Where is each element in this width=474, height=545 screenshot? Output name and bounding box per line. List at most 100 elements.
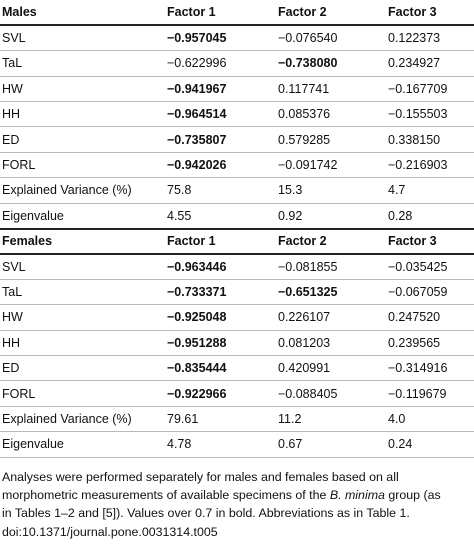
table-row: HW −0.941967 0.117741 −0.167709 — [0, 76, 474, 103]
table-cell: −0.941967 — [165, 76, 276, 103]
table-cell: 0.67 — [276, 431, 386, 458]
row-label: TaL — [0, 279, 165, 306]
table-cell: 4.78 — [165, 431, 276, 458]
row-label: HW — [0, 304, 165, 331]
table-row: Eigenvalue 4.78 0.67 0.24 — [0, 431, 474, 458]
table-cell: −0.951288 — [165, 330, 276, 356]
table-cell: −0.963446 — [165, 253, 276, 280]
table-cell: 0.24 — [386, 431, 474, 458]
table-cell: −0.035425 — [386, 253, 474, 280]
table-row: Explained Variance (%) 79.61 11.2 4.0 — [0, 406, 474, 433]
table-row: Eigenvalue 4.55 0.92 0.28 — [0, 203, 474, 230]
males-header-row: Males Factor 1 Factor 2 Factor 3 — [0, 0, 474, 27]
row-label: HH — [0, 101, 165, 128]
table-cell: −0.922966 — [165, 380, 276, 407]
table-row: HH −0.951288 0.081203 0.239565 — [0, 330, 474, 356]
row-label: FORL — [0, 152, 165, 179]
table-cell: −0.622996 — [165, 50, 276, 77]
table-cell: 4.0 — [386, 406, 474, 433]
factor-loadings-table: Males Factor 1 Factor 2 Factor 3 SVL −0.95704… — [0, 0, 474, 458]
row-label: Eigenvalue — [0, 203, 165, 230]
table-cell: 0.122373 — [386, 25, 474, 52]
table-cell: 75.8 — [165, 177, 276, 204]
row-label: SVL — [0, 25, 165, 52]
table-cell: −0.067059 — [386, 279, 474, 306]
table-row: HH −0.964514 0.085376 −0.155503 — [0, 101, 474, 128]
table-cell: −0.076540 — [276, 25, 386, 52]
row-label: Explained Variance (%) — [0, 406, 165, 433]
row-label: ED — [0, 126, 165, 153]
table-row: SVL −0.957045 −0.076540 0.122373 — [0, 25, 474, 52]
table-row: HW −0.925048 0.226107 0.247520 — [0, 304, 474, 331]
row-label: Explained Variance (%) — [0, 177, 165, 204]
table-cell: −0.942026 — [165, 152, 276, 179]
table-cell: 0.92 — [276, 203, 386, 230]
footnote-text: group (as — [384, 488, 441, 503]
table-cell: 0.085376 — [276, 101, 386, 128]
table-cell: −0.216903 — [386, 152, 474, 179]
table-cell: −0.733371 — [165, 279, 276, 306]
column-header: Factor 2 — [276, 227, 386, 255]
table-row: Explained Variance (%) 75.8 15.3 4.7 — [0, 177, 474, 204]
table-row: TaL −0.622996 −0.738080 0.234927 — [0, 50, 474, 77]
column-header: Factor 1 — [165, 227, 276, 255]
table-cell: 0.226107 — [276, 304, 386, 331]
row-label: Eigenvalue — [0, 431, 165, 458]
table-cell: 0.234927 — [386, 50, 474, 77]
table-row: ED −0.835444 0.420991 −0.314916 — [0, 355, 474, 382]
table-cell: −0.088405 — [276, 380, 386, 407]
footnote-line: Analyses were performed separately for m… — [2, 470, 399, 484]
footnote-species-name: B. minima — [329, 488, 385, 503]
table-row: FORL −0.922966 −0.088405 −0.119679 — [0, 380, 474, 407]
section-title: Females — [0, 227, 165, 255]
table-cell: −0.314916 — [386, 355, 474, 382]
table-cell: 15.3 — [276, 177, 386, 204]
footnote-line: in Tables 1–2 and [5]). Values over 0.7 … — [2, 506, 410, 521]
table-cell: −0.957045 — [165, 25, 276, 52]
table-cell: 11.2 — [276, 406, 386, 433]
table-cell: 0.117741 — [276, 76, 386, 103]
row-label: TaL — [0, 50, 165, 77]
table-cell: −0.925048 — [165, 304, 276, 331]
table-row: ED −0.735807 0.579285 0.338150 — [0, 126, 474, 153]
column-header: Factor 1 — [165, 0, 276, 27]
table-cell: 0.081203 — [276, 330, 386, 356]
table-cell: −0.735807 — [165, 126, 276, 153]
row-label: HW — [0, 76, 165, 103]
table-footnote: Analyses were performed separately for m… — [2, 468, 472, 541]
table-cell: 4.55 — [165, 203, 276, 230]
table-cell: −0.155503 — [386, 101, 474, 128]
footnote-text: morphometric measurements of available s… — [2, 488, 330, 503]
females-header-row: Females Factor 1 Factor 2 Factor 3 — [0, 227, 474, 255]
table-cell: 0.579285 — [276, 126, 386, 153]
table-cell: −0.091742 — [276, 152, 386, 179]
table-cell: −0.081855 — [276, 253, 386, 280]
table-cell: −0.167709 — [386, 76, 474, 103]
table-cell: −0.119679 — [386, 380, 474, 407]
section-title: Males — [0, 0, 165, 27]
footnote-line: morphometric measurements of available s… — [2, 486, 472, 504]
table-cell: −0.651325 — [276, 279, 386, 306]
table-cell: 0.420991 — [276, 355, 386, 382]
footnote-doi: doi:10.1371/journal.pone.0031314.t005 — [2, 524, 218, 539]
row-label: FORL — [0, 380, 165, 407]
row-label: ED — [0, 355, 165, 382]
table-cell: 0.239565 — [386, 330, 474, 356]
column-header: Factor 3 — [386, 227, 474, 255]
table-cell: −0.738080 — [276, 50, 386, 77]
table-row: FORL −0.942026 −0.091742 −0.216903 — [0, 152, 474, 179]
table-cell: 0.338150 — [386, 126, 474, 153]
table-cell: 0.28 — [386, 203, 474, 230]
table-cell: 4.7 — [386, 177, 474, 204]
row-label: HH — [0, 330, 165, 356]
column-header: Factor 3 — [386, 0, 474, 27]
table-row: TaL −0.733371 −0.651325 −0.067059 — [0, 279, 474, 306]
table-cell: −0.835444 — [165, 355, 276, 382]
table-row: SVL −0.963446 −0.081855 −0.035425 — [0, 253, 474, 280]
table-cell: 79.61 — [165, 406, 276, 433]
table-cell: 0.247520 — [386, 304, 474, 331]
column-header: Factor 2 — [276, 0, 386, 27]
table-cell: −0.964514 — [165, 101, 276, 128]
row-label: SVL — [0, 253, 165, 280]
